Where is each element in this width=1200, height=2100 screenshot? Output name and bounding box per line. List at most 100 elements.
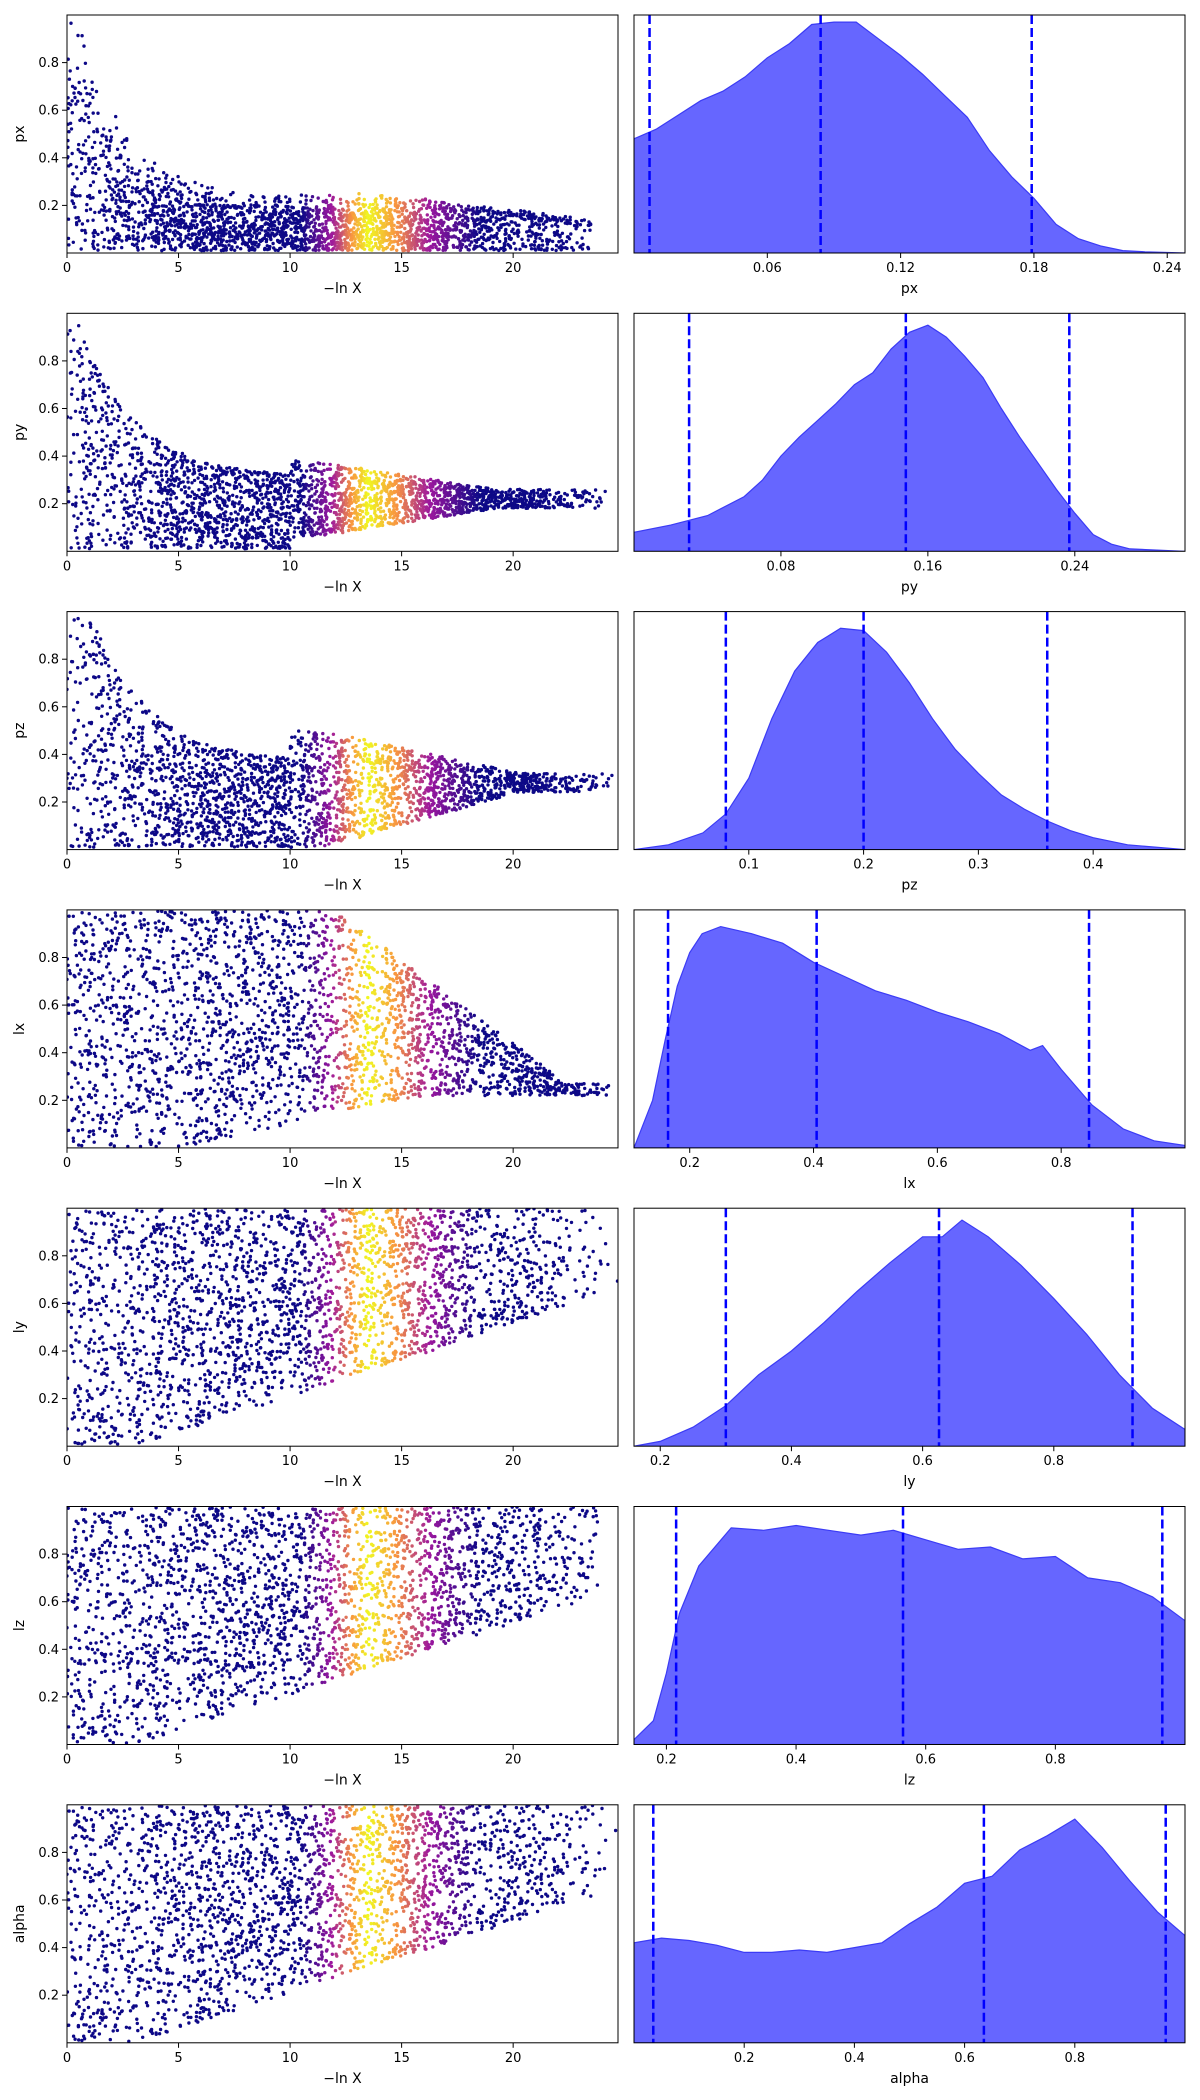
trace-point [274, 521, 279, 526]
trace-point [94, 171, 98, 176]
trace-point [273, 248, 278, 252]
trace-point [169, 219, 173, 223]
trace-point [553, 222, 558, 227]
trace-point [118, 206, 122, 210]
trace-point [195, 543, 199, 547]
trace-point [67, 489, 71, 493]
trace-point [153, 533, 157, 538]
trace-point [402, 493, 406, 497]
trace-point [122, 211, 126, 215]
trace-point [313, 468, 318, 472]
trace-point [227, 231, 231, 235]
trace-point [367, 214, 372, 218]
trace-point [554, 243, 559, 248]
trace-point [468, 229, 473, 233]
trace-point [393, 202, 398, 206]
trace-point [423, 494, 427, 498]
trace-points-py [67, 324, 607, 551]
trace-point [400, 212, 404, 216]
trace-point [453, 227, 457, 231]
trace-point [550, 247, 554, 251]
trace-point [377, 235, 381, 239]
trace-point [187, 232, 191, 237]
trace-point [531, 505, 535, 509]
trace-point [83, 61, 88, 65]
trace-point [95, 449, 99, 453]
trace-point [487, 211, 491, 216]
trace-point [69, 127, 74, 131]
trace-point [312, 224, 317, 229]
trace-point [273, 212, 278, 217]
trace-point [327, 242, 331, 246]
trace-point [147, 500, 152, 504]
trace-point [219, 234, 224, 238]
trace-point [468, 243, 472, 247]
trace-point [396, 204, 400, 208]
trace-point [79, 487, 84, 491]
trace-point [67, 500, 71, 504]
trace-point [174, 524, 178, 528]
trace-point [273, 197, 277, 201]
trace-point [338, 496, 342, 500]
trace-point [542, 228, 546, 232]
trace-point [81, 446, 86, 450]
trace-point [299, 241, 303, 245]
trace-point [407, 220, 411, 225]
trace-point [110, 472, 114, 477]
trace-point [122, 190, 126, 195]
trace-point [96, 248, 100, 252]
trace-point [507, 237, 512, 241]
trace-point [316, 527, 320, 531]
trace-point [279, 497, 283, 502]
trace-point [114, 184, 118, 189]
trace-point [297, 210, 301, 214]
trace-point [212, 482, 217, 487]
trace-point [165, 513, 169, 517]
trace-point [565, 221, 569, 226]
trace-point [559, 244, 563, 248]
trace-point [122, 138, 127, 142]
trace-point [131, 480, 135, 484]
trace-point [480, 241, 485, 246]
trace-point [421, 203, 425, 207]
trace-point [206, 534, 210, 538]
trace-point [125, 483, 129, 488]
trace-point [105, 418, 109, 423]
trace-point [309, 198, 313, 203]
trace-point [389, 224, 394, 228]
trace-point [376, 486, 380, 490]
trace-point [137, 200, 141, 204]
trace-point [428, 482, 432, 487]
trace-point [363, 494, 367, 498]
trace-point [533, 502, 537, 506]
trace-point [368, 203, 372, 207]
trace-point [113, 177, 117, 181]
trace-point [530, 224, 534, 228]
trace-point [403, 205, 407, 209]
trace-point [112, 190, 117, 194]
trace-point [94, 366, 99, 371]
trace-point [269, 515, 273, 519]
trace-point [180, 240, 184, 245]
trace-point [161, 188, 165, 193]
trace-point [87, 539, 92, 543]
trace-point [69, 370, 74, 375]
trace-point [102, 208, 106, 213]
trace-point [293, 237, 297, 241]
trace-point [384, 219, 389, 223]
trace-point [436, 240, 440, 244]
trace-point [136, 446, 141, 450]
trace-point [580, 496, 584, 500]
trace-point [122, 184, 127, 189]
trace-point [492, 210, 497, 215]
trace-point [248, 494, 252, 498]
trace-point [298, 484, 302, 488]
trace-point [215, 500, 219, 504]
trace-point [406, 241, 411, 245]
trace-point [232, 504, 236, 509]
trace-point [113, 397, 117, 402]
trace-point [430, 245, 435, 250]
trace-point [204, 191, 208, 196]
trace-point [494, 216, 498, 220]
trace-point [439, 481, 444, 485]
